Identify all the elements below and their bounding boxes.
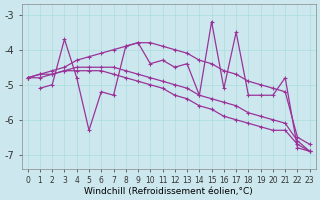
- X-axis label: Windchill (Refroidissement éolien,°C): Windchill (Refroidissement éolien,°C): [84, 187, 253, 196]
